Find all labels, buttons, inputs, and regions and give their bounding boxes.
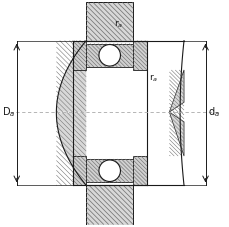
Polygon shape (86, 185, 133, 225)
Circle shape (98, 160, 120, 181)
Polygon shape (86, 159, 133, 183)
Polygon shape (169, 70, 183, 112)
Polygon shape (72, 41, 86, 70)
Text: D$_a$: D$_a$ (2, 105, 15, 119)
Polygon shape (56, 112, 86, 185)
Circle shape (98, 44, 120, 66)
Polygon shape (133, 41, 146, 70)
Text: r$_a$: r$_a$ (113, 18, 122, 30)
Text: d$_a$: d$_a$ (207, 105, 218, 119)
Text: r$_a$: r$_a$ (148, 72, 157, 84)
Polygon shape (169, 112, 183, 156)
Polygon shape (86, 2, 133, 41)
Polygon shape (133, 156, 146, 185)
Polygon shape (56, 41, 86, 112)
Polygon shape (72, 156, 86, 185)
Polygon shape (56, 41, 183, 185)
Polygon shape (86, 44, 133, 67)
